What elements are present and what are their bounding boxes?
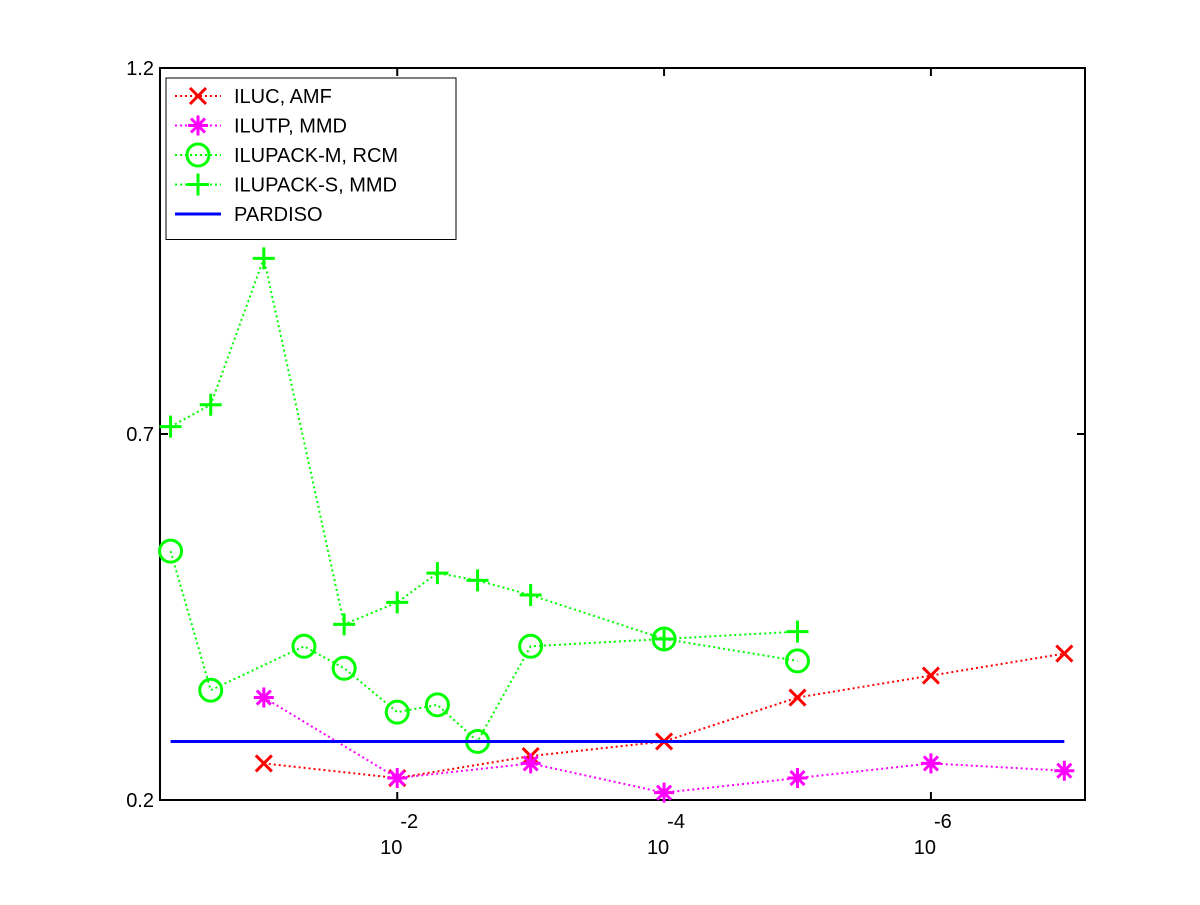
legend-label: ILUTP, MMD xyxy=(234,116,347,138)
y-tick-label: 1.2 xyxy=(126,58,154,80)
x-tick-label: 10 xyxy=(914,837,936,859)
series-line xyxy=(263,652,1065,780)
legend-marker xyxy=(188,115,208,136)
marker xyxy=(519,584,542,607)
marker xyxy=(252,247,275,270)
marker xyxy=(787,768,808,789)
legend-marker xyxy=(187,173,209,196)
marker xyxy=(520,753,541,774)
legend-label: ILUPACK-S, MMD xyxy=(234,175,397,197)
marker xyxy=(518,633,544,659)
marker xyxy=(654,782,675,803)
legend-marker xyxy=(188,86,208,106)
marker xyxy=(1055,644,1074,663)
marker xyxy=(784,648,810,674)
legend-label: ILUC, AMF xyxy=(234,86,332,108)
marker xyxy=(786,620,809,643)
marker xyxy=(159,415,182,438)
legend-label: ILUPACK-M, RCM xyxy=(234,145,398,167)
marker xyxy=(158,538,184,564)
marker xyxy=(333,613,356,636)
series-line xyxy=(169,550,798,744)
x-tick-exponent: -4 xyxy=(667,811,685,833)
x-tick-exponent: -6 xyxy=(934,811,952,833)
marker xyxy=(466,569,489,592)
marker xyxy=(387,768,408,789)
marker xyxy=(331,655,357,681)
marker xyxy=(788,688,807,707)
marker xyxy=(291,633,317,659)
x-tick-label: 10 xyxy=(380,837,402,859)
marker xyxy=(653,627,676,650)
legend-label: PARDISO xyxy=(234,204,323,226)
marker xyxy=(386,591,409,614)
marker xyxy=(424,692,450,718)
y-tick-label: 0.7 xyxy=(126,424,154,446)
marker xyxy=(1054,760,1075,781)
series-line xyxy=(263,696,1065,794)
marker xyxy=(199,393,222,416)
marker xyxy=(254,754,273,773)
marker xyxy=(198,677,224,703)
marker xyxy=(920,753,941,774)
marker xyxy=(426,562,449,585)
y-tick-label: 0.2 xyxy=(126,790,154,812)
legend-marker xyxy=(185,142,211,168)
marker xyxy=(253,687,274,708)
x-tick-label: 10 xyxy=(647,837,669,859)
marker xyxy=(921,666,940,685)
x-tick-exponent: -2 xyxy=(400,811,418,833)
marker xyxy=(384,699,410,725)
